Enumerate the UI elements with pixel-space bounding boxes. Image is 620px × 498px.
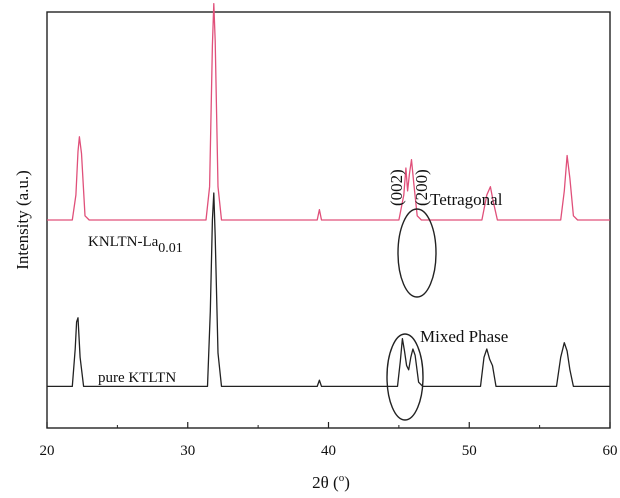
- x-tick-label: 30: [180, 443, 195, 459]
- y-axis-title: Intensity (a.u.): [13, 170, 32, 270]
- series-label-pure: pure KTLTN: [98, 370, 176, 386]
- ellipse-mixed-phase: [386, 333, 424, 421]
- series-label-knltn-sub: 0.01: [158, 241, 183, 256]
- x-axis-title-close: ): [344, 473, 350, 492]
- x-tick-label: 40: [321, 443, 336, 459]
- series-layer: [47, 3, 610, 388]
- annotation-hkl-200: (200): [412, 169, 431, 206]
- annotation-tetragonal: Tetragonal: [430, 190, 503, 209]
- series-line-knltn-la: [47, 3, 610, 221]
- x-tick-label: 60: [603, 443, 618, 459]
- x-axis-title: 2θ (o): [312, 472, 350, 492]
- annotation-hkl-002: (002): [387, 169, 406, 206]
- series-label-knltn: KNLTN-La0.01: [88, 234, 183, 256]
- x-tick-label: 20: [40, 443, 55, 459]
- x-tick-label: 50: [462, 443, 477, 459]
- series-line-pure-ktltn: [47, 192, 610, 388]
- x-axis-title-main: 2θ (: [312, 473, 339, 492]
- series-label-knltn-main: KNLTN-La: [88, 234, 159, 250]
- x-axis-ticks: 20 30 40 50 60: [40, 422, 618, 459]
- x-axis-title-sup: o: [339, 472, 345, 484]
- annotation-mixed-phase: Mixed Phase: [420, 327, 508, 346]
- ellipse-tetragonal: [397, 208, 437, 298]
